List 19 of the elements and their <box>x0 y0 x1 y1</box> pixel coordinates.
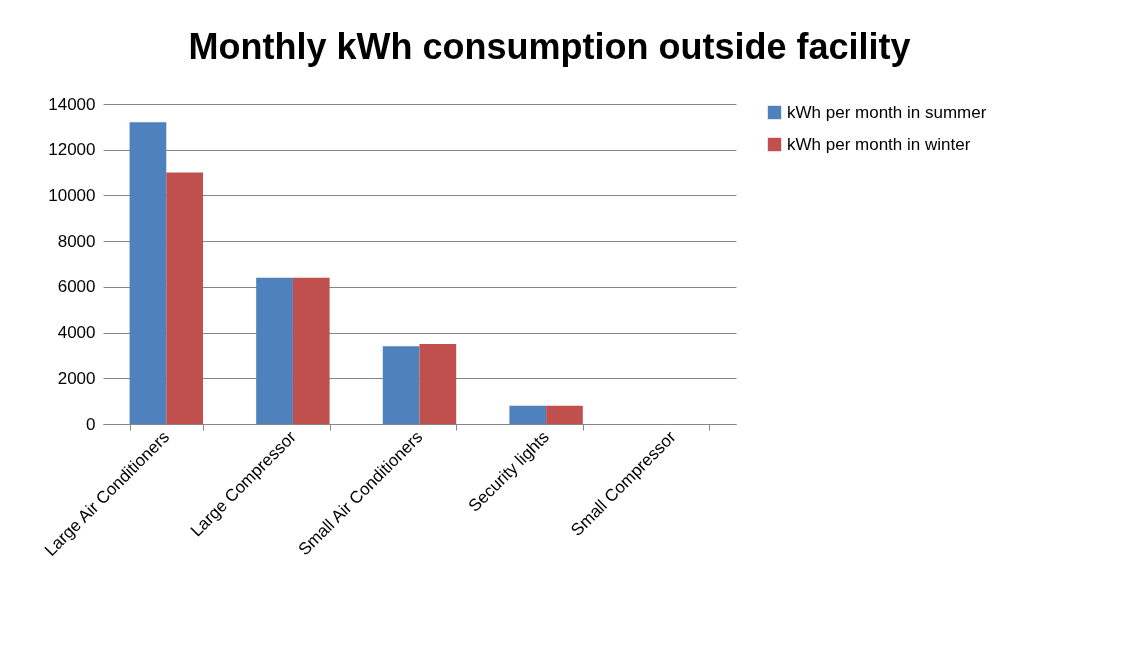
chart-title: Monthly kWh consumption outside facility <box>188 26 911 67</box>
y-tick-label: 8000 <box>57 231 96 251</box>
legend-label: kWh per month in summer <box>787 102 987 122</box>
bar <box>546 405 583 424</box>
y-tick-label: 2000 <box>57 368 96 388</box>
bar <box>129 122 167 424</box>
bar <box>166 172 204 424</box>
y-tick-label: 14000 <box>48 94 96 114</box>
bar <box>292 277 330 424</box>
legend-label: kWh per month in winter <box>787 134 971 154</box>
y-tick-label: 6000 <box>57 277 96 297</box>
bar <box>382 346 420 424</box>
y-tick-label: 12000 <box>48 140 96 160</box>
bar <box>509 405 547 424</box>
bar <box>256 277 293 424</box>
y-tick-label: 4000 <box>57 323 96 343</box>
y-tick-label: 10000 <box>48 185 96 205</box>
bar <box>419 344 457 424</box>
y-tick-label: 0 <box>86 414 96 434</box>
